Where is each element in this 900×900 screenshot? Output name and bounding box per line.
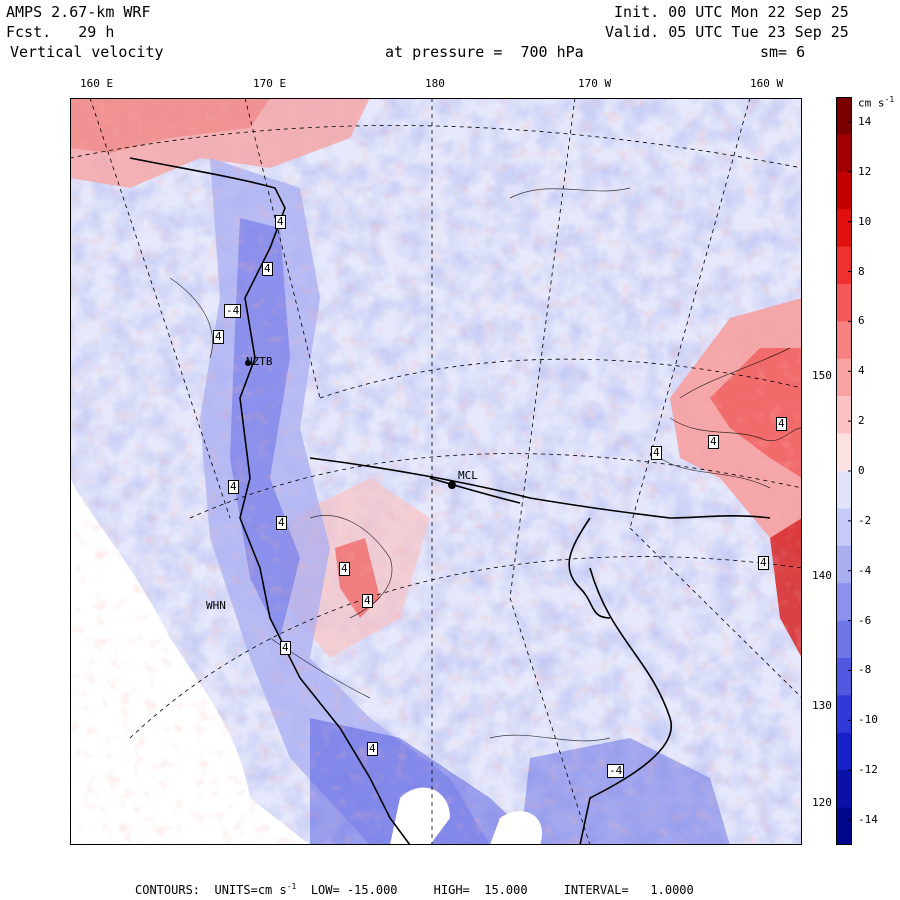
contour-label: 4 xyxy=(758,556,769,570)
colorbar-tick-label: 4 xyxy=(858,364,865,378)
colorbar-swatch xyxy=(836,770,852,809)
colorbar-swatch xyxy=(836,284,852,322)
station-label-nztb: NZTB xyxy=(246,355,273,368)
station-dot-nztb xyxy=(245,360,251,366)
valid-time: Valid. 05 UTC Tue 23 Sep 25 xyxy=(605,23,849,41)
colorbar-swatch xyxy=(836,807,852,845)
colorbar-tick-label: -10 xyxy=(858,713,878,727)
contour-label: 4 xyxy=(708,435,719,449)
colorbar-swatch xyxy=(836,545,852,584)
contour-label: 4 xyxy=(367,742,378,756)
model-title: AMPS 2.67-km WRF xyxy=(6,3,151,21)
colorbar xyxy=(836,97,852,845)
contour-label: 4 xyxy=(339,562,350,576)
contour-label: 4 xyxy=(280,641,291,655)
coastline xyxy=(129,157,771,845)
contour-label: 4 xyxy=(362,594,373,608)
lon-label-180: 180 xyxy=(425,77,445,90)
colorbar-swatch xyxy=(836,171,852,210)
station-label-mcl: MCL xyxy=(458,469,478,482)
colorbar-tick-label: 0 xyxy=(858,464,865,477)
colorbar-swatch xyxy=(836,209,852,248)
colorbar-swatch xyxy=(836,433,852,472)
lon-label-170w: 170 W xyxy=(578,77,612,90)
contour-label: 4 xyxy=(228,480,239,494)
colorbar-swatch xyxy=(836,321,852,360)
colorbar-swatch xyxy=(836,97,852,135)
lon-label-160e: 160 E xyxy=(80,77,114,90)
colorbar-swatch xyxy=(836,396,852,435)
contour-label: 4 xyxy=(776,417,787,431)
colorbar-swatch xyxy=(836,620,852,659)
colorbar-tick-label: 2 xyxy=(858,414,865,428)
colorbar-swatch xyxy=(836,358,852,397)
colorbar-swatch xyxy=(836,732,852,771)
terrain-mask-2 xyxy=(490,811,542,845)
colorbar-tick-label: -6 xyxy=(858,613,872,627)
colorbar-tick-label: -4 xyxy=(858,563,872,577)
colorbar-swatch xyxy=(836,658,852,696)
station-dot-mcl xyxy=(448,481,456,489)
contour-label: 4 xyxy=(213,330,224,344)
contour-label: -4 xyxy=(224,304,242,318)
contour-label: 4 xyxy=(276,516,287,530)
init-time: Init. 00 UTC Mon 22 Sep 25 xyxy=(614,3,849,21)
vertical-velocity-map xyxy=(70,98,802,845)
plot-frame xyxy=(70,98,802,845)
colorbar-tick-label: -8 xyxy=(858,663,872,677)
station-label-whn: WHN xyxy=(206,599,226,612)
colorbar-tick-label: -14 xyxy=(858,813,878,827)
colorbar-swatch xyxy=(836,471,852,509)
footer-contours: CONTOURS: UNITS=cm s-1 LOW= -15.000 HIGH… xyxy=(135,882,694,897)
lon-label-160w: 160 W xyxy=(750,77,784,90)
positive-noise xyxy=(70,98,802,845)
colorbar-tick-label: -12 xyxy=(858,763,878,777)
field-name: Vertical velocity xyxy=(10,43,164,61)
colorbar-tick-label: 6 xyxy=(858,314,865,328)
colorbar-swatch xyxy=(836,246,852,285)
lon-label-170e: 170 E xyxy=(253,77,287,90)
colorbar-swatch xyxy=(836,134,852,173)
colorbar-tick-label: 10 xyxy=(858,214,872,228)
pressure-level: at pressure = 700 hPa xyxy=(385,43,584,61)
contour-label: 4 xyxy=(651,446,662,460)
forecast-hour: Fcst. 29 h xyxy=(6,23,115,41)
contour-label: 4 xyxy=(262,262,273,276)
colorbar-swatch xyxy=(836,695,852,734)
colorbar-swatch xyxy=(836,508,852,547)
colorbar-units: cm s-1 xyxy=(858,95,895,110)
contour-label: 4 xyxy=(275,215,286,229)
contour-label: -4 xyxy=(607,764,625,778)
colorbar-tick-label: 12 xyxy=(858,164,872,178)
colorbar-tick-label: 14 xyxy=(858,114,872,128)
colorbar-tick-label: 8 xyxy=(858,264,865,278)
graticule xyxy=(70,98,802,845)
colorbar-tick-label: -2 xyxy=(858,513,872,527)
colorbar-swatch xyxy=(836,583,852,622)
smoothing-value: sm= 6 xyxy=(760,43,806,61)
terrain-mask-1 xyxy=(390,787,450,845)
